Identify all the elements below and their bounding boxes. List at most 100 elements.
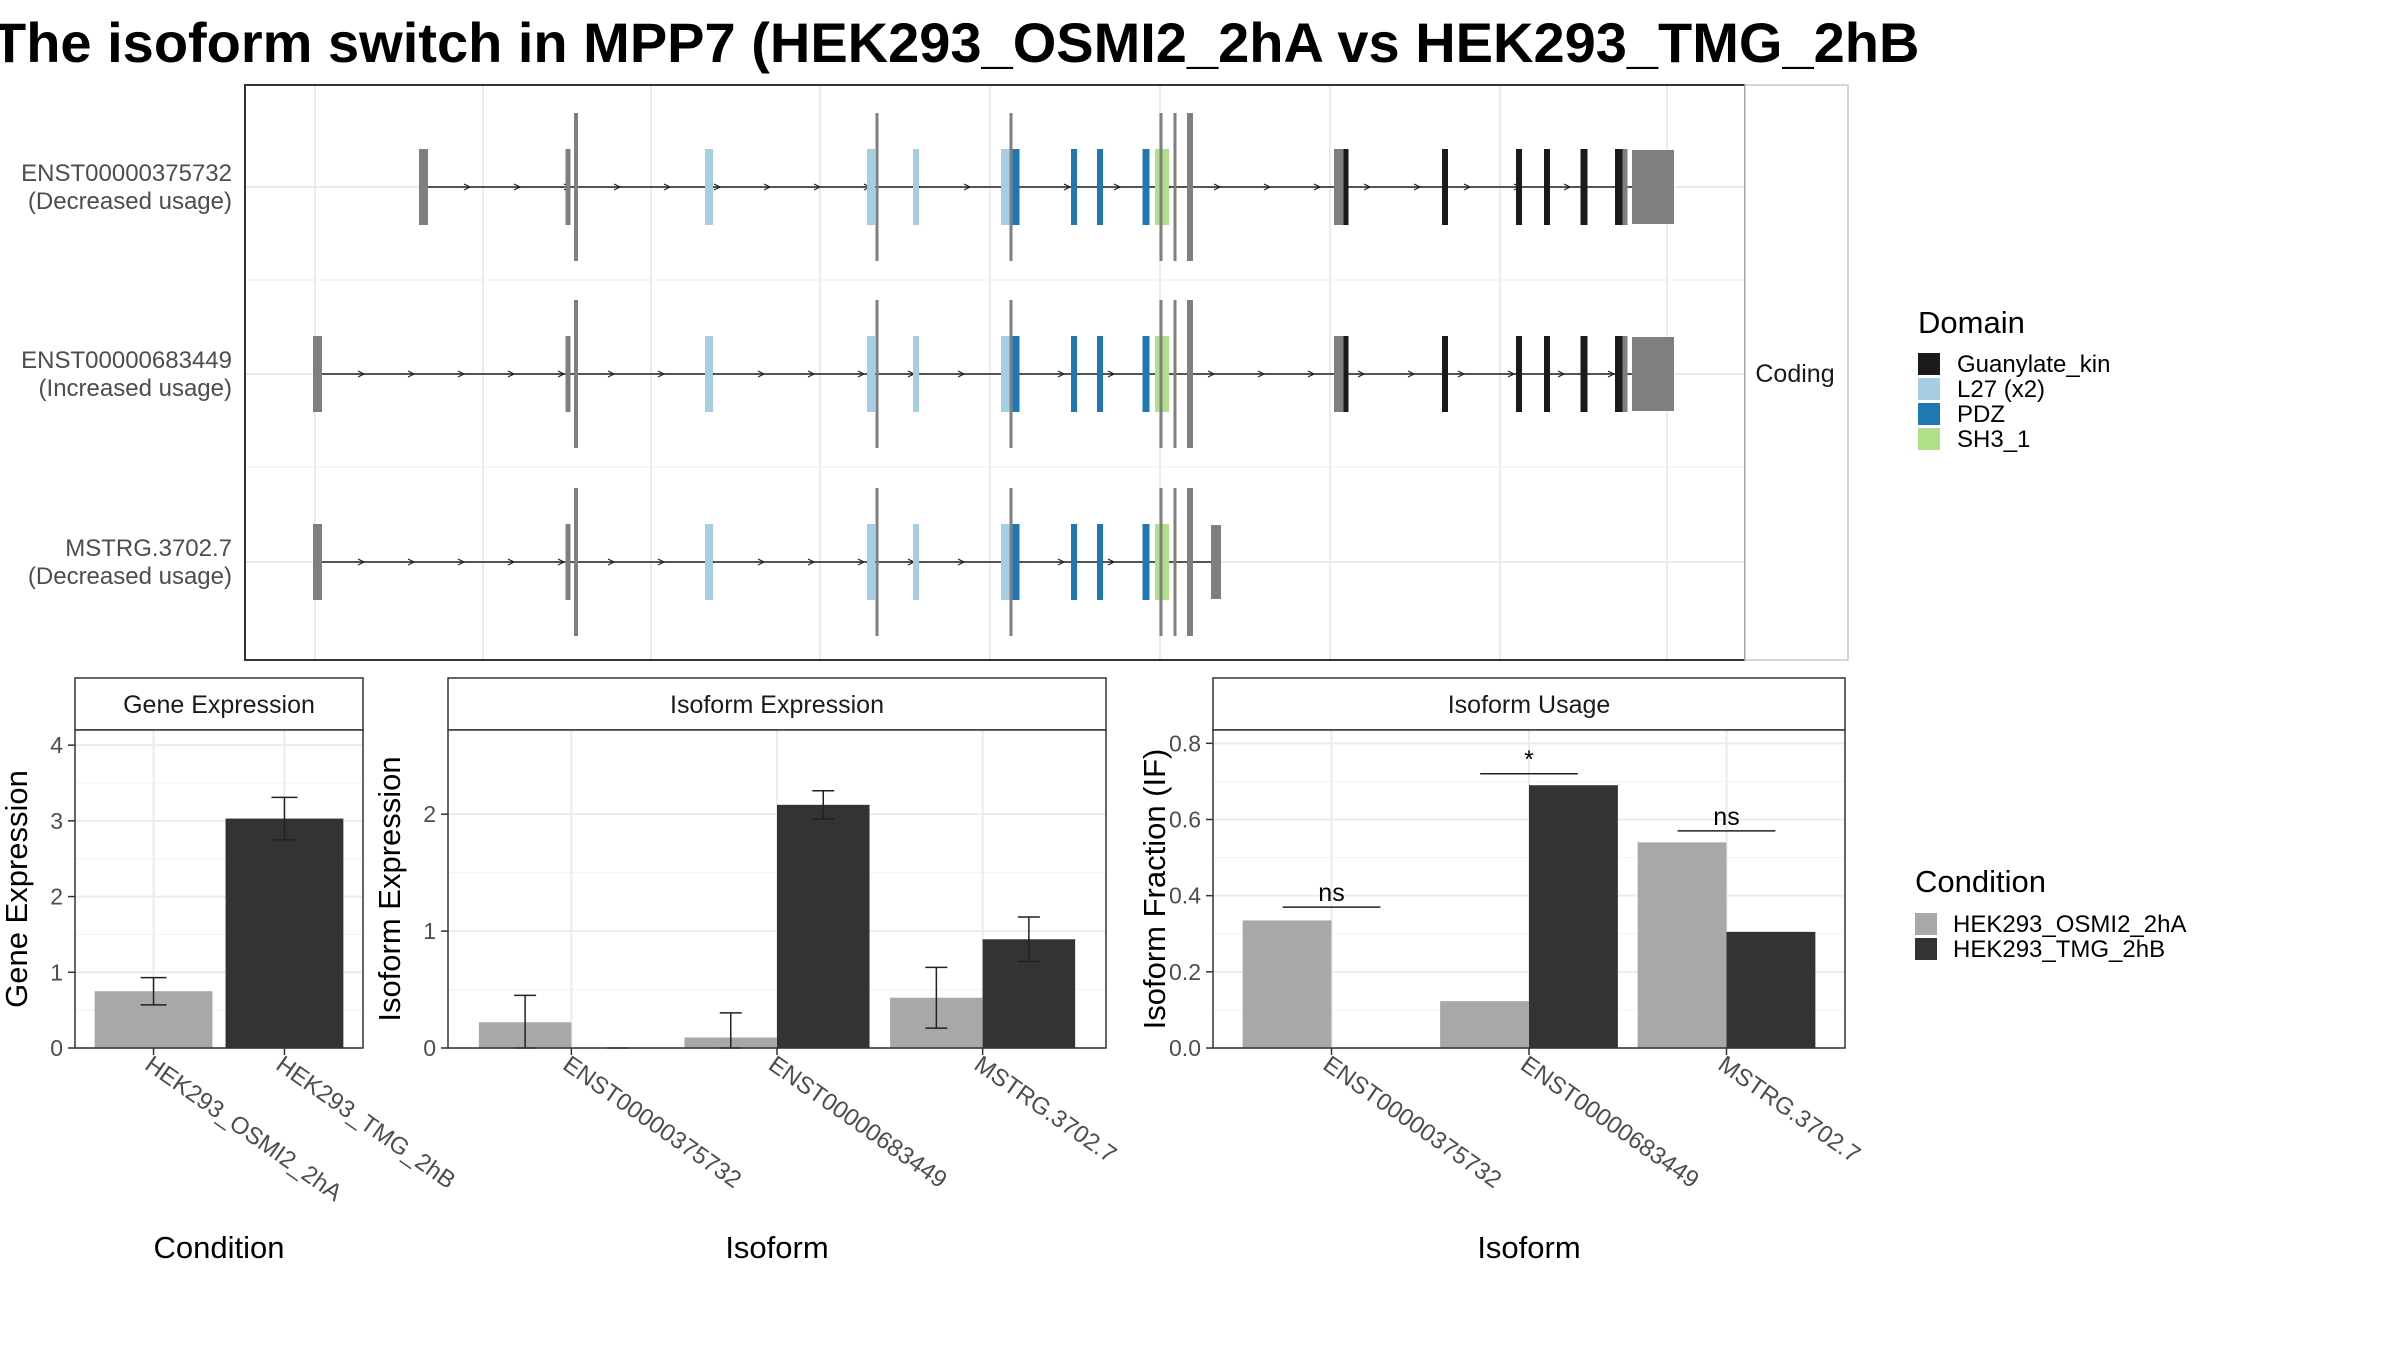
domain-mark bbox=[1012, 149, 1020, 225]
strand-arrow bbox=[1607, 370, 1616, 378]
x-axis-title: Isoform bbox=[725, 1230, 828, 1265]
x-axis-title: Isoform bbox=[1477, 1230, 1580, 1265]
strand-arrow bbox=[1213, 183, 1222, 191]
strand-arrow bbox=[607, 370, 616, 378]
strand-arrow bbox=[507, 370, 516, 378]
panel-title: Gene Expression bbox=[123, 691, 315, 719]
domain-mark bbox=[1012, 524, 1020, 600]
transcript-id: MSTRG.3702.7 bbox=[65, 535, 232, 562]
exon bbox=[1159, 488, 1163, 636]
strand-arrow bbox=[663, 183, 672, 191]
exon bbox=[1187, 488, 1193, 636]
x-tick-label: ENST00000683449 bbox=[1516, 1051, 1704, 1194]
y-axis-title: Isoform Fraction (IF) bbox=[1137, 749, 1172, 1030]
bar bbox=[1637, 842, 1727, 1048]
strand-arrow bbox=[1463, 183, 1472, 191]
significance-label: ns bbox=[1318, 879, 1344, 907]
x-tick-label: ENST00000375732 bbox=[558, 1051, 746, 1194]
strand-arrow bbox=[813, 183, 822, 191]
exon bbox=[1173, 488, 1177, 636]
y-axis-title: Isoform Expression bbox=[372, 756, 407, 1021]
significance-label: ns bbox=[1713, 803, 1739, 831]
y-tick-label: 0 bbox=[423, 1035, 436, 1061]
exon bbox=[565, 524, 571, 600]
exon bbox=[1334, 149, 1346, 225]
domain-mark bbox=[1580, 336, 1588, 412]
strand-arrow bbox=[1363, 183, 1372, 191]
strand-arrow bbox=[1207, 370, 1216, 378]
domain-mark bbox=[1001, 524, 1011, 600]
legend-swatch bbox=[1915, 938, 1937, 960]
bar bbox=[777, 804, 870, 1048]
exon bbox=[574, 300, 578, 448]
y-tick-label: 3 bbox=[50, 808, 63, 834]
legend-swatch bbox=[1918, 403, 1940, 425]
utr-exon bbox=[1211, 525, 1221, 599]
significance-label: * bbox=[1524, 746, 1534, 774]
legend-label: HEK293_TMG_2hB bbox=[1953, 936, 2165, 963]
strand-arrow bbox=[1563, 183, 1572, 191]
exon bbox=[419, 149, 428, 225]
isoform-expression-panel: Isoform Expression 0 1 2 ENST00000375732 ENST… bbox=[372, 677, 1121, 1265]
domain-mark bbox=[1142, 336, 1150, 412]
isoform-usage-panel: Isoform Usage ns * ns 0.0 0.2 0.4 0.6 0.8 ENST000… bbox=[1137, 677, 1865, 1265]
panel-title: Isoform Usage bbox=[1448, 691, 1611, 719]
domain-mark bbox=[1001, 149, 1011, 225]
domain-mark bbox=[1442, 149, 1448, 225]
y-axis-title: Gene Expression bbox=[0, 770, 34, 1008]
y-tick-label: 0.6 bbox=[1169, 806, 1201, 832]
exon bbox=[565, 336, 571, 412]
domain-mark bbox=[913, 336, 919, 412]
domain-mark bbox=[1442, 336, 1448, 412]
y-tick-label: 2 bbox=[423, 801, 436, 827]
y-tick-label: 2 bbox=[50, 884, 63, 910]
transcript-row bbox=[313, 300, 1674, 448]
page-title: The isoform switch in MPP7 (HEK293_OSMI2… bbox=[0, 11, 1920, 74]
legend-label: PDZ bbox=[1957, 401, 2005, 428]
domain-mark bbox=[1097, 336, 1103, 412]
y-tick-label: 0.0 bbox=[1169, 1035, 1201, 1061]
transcript-structure-panel bbox=[244, 84, 1746, 661]
strand-arrow bbox=[457, 558, 466, 566]
domain-mark bbox=[1142, 524, 1150, 600]
strand-arrow bbox=[463, 183, 472, 191]
legend-swatch bbox=[1918, 378, 1940, 400]
exon bbox=[1187, 300, 1193, 448]
legend-label: SH3_1 bbox=[1957, 426, 2030, 453]
strip-label: Coding bbox=[1755, 360, 1834, 388]
strand-arrow bbox=[1057, 558, 1066, 566]
exon bbox=[565, 149, 571, 225]
transcript-usage: (Decreased usage) bbox=[28, 563, 232, 590]
exon bbox=[313, 524, 322, 600]
y-tick-label: 4 bbox=[50, 732, 63, 758]
domain-mark bbox=[705, 336, 713, 412]
transcript-id: ENST00000375732 bbox=[21, 160, 232, 187]
strand-arrow bbox=[657, 558, 666, 566]
y-tick-label: 1 bbox=[50, 959, 63, 985]
domain-mark bbox=[867, 336, 875, 412]
bar bbox=[1242, 920, 1332, 1048]
strand-arrow bbox=[1113, 183, 1122, 191]
domain-mark bbox=[1544, 336, 1550, 412]
strand-arrow bbox=[1057, 370, 1066, 378]
domain-mark bbox=[705, 149, 713, 225]
legend-label: Guanylate_kin bbox=[1957, 351, 2110, 378]
bar bbox=[1440, 1001, 1529, 1048]
strand-arrow bbox=[357, 370, 366, 378]
x-tick-label: MSTRG.3702.7 bbox=[969, 1051, 1121, 1169]
strand-arrow bbox=[507, 558, 516, 566]
strand-arrow bbox=[957, 558, 966, 566]
bar bbox=[1726, 931, 1816, 1048]
strand-arrow bbox=[1557, 370, 1566, 378]
exon bbox=[574, 113, 578, 261]
exon bbox=[1009, 488, 1013, 636]
domain-mark bbox=[1097, 149, 1103, 225]
facet-strip bbox=[74, 677, 364, 731]
legend-swatch bbox=[1918, 428, 1940, 450]
facet-strip-coding: Coding bbox=[1744, 84, 1849, 661]
strand-arrow bbox=[1063, 183, 1072, 191]
domain-mark bbox=[1071, 336, 1077, 412]
domain-mark bbox=[1097, 524, 1103, 600]
